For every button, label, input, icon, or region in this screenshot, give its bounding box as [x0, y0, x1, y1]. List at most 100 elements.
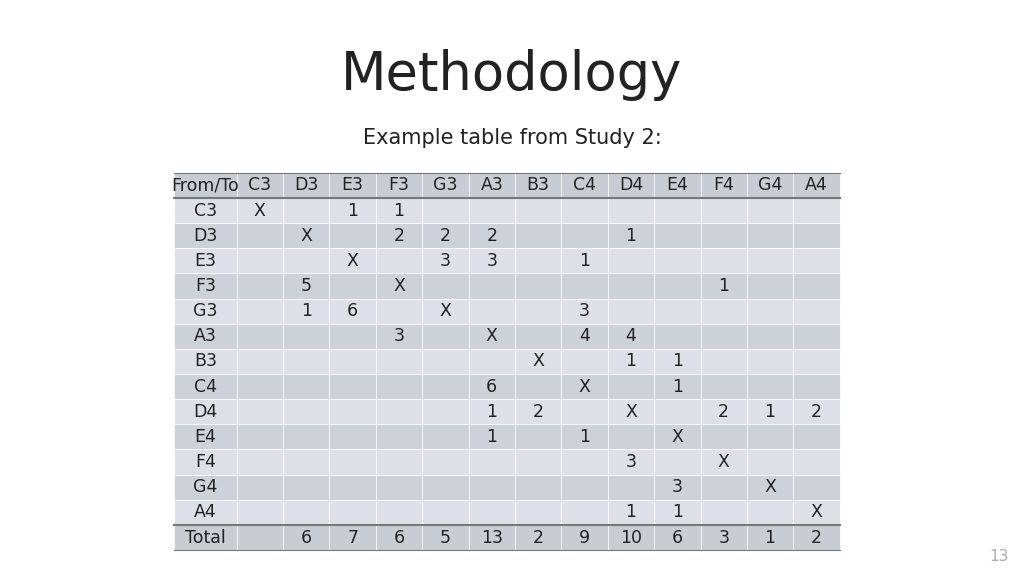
Bar — [330, 374, 376, 399]
Bar — [700, 198, 746, 223]
Bar — [746, 500, 794, 525]
Bar — [422, 349, 469, 374]
Bar — [794, 298, 840, 324]
Text: 4: 4 — [580, 327, 590, 345]
Bar — [376, 223, 422, 248]
Text: 1: 1 — [672, 503, 683, 521]
Text: 1: 1 — [347, 202, 358, 219]
Bar — [608, 223, 654, 248]
Text: D3: D3 — [294, 176, 318, 194]
Bar — [654, 248, 700, 274]
Bar — [174, 500, 237, 525]
Text: 1: 1 — [486, 428, 498, 446]
Bar — [794, 525, 840, 550]
Bar — [608, 374, 654, 399]
Text: 1: 1 — [579, 252, 590, 270]
Bar — [283, 374, 330, 399]
Bar — [422, 198, 469, 223]
Bar — [237, 525, 283, 550]
Bar — [654, 525, 700, 550]
Text: F4: F4 — [714, 176, 734, 194]
Text: 1: 1 — [626, 353, 637, 370]
Text: 3: 3 — [579, 302, 590, 320]
Bar — [469, 399, 515, 425]
Bar — [330, 223, 376, 248]
Text: 3: 3 — [718, 529, 729, 547]
Bar — [237, 449, 283, 475]
Bar — [469, 274, 515, 298]
Bar — [283, 324, 330, 349]
Bar — [515, 475, 561, 500]
Bar — [174, 399, 237, 425]
Bar — [746, 399, 794, 425]
Bar — [515, 500, 561, 525]
Bar — [794, 425, 840, 449]
Bar — [794, 274, 840, 298]
Bar — [515, 173, 561, 198]
Bar — [700, 399, 746, 425]
Text: 2: 2 — [811, 403, 822, 420]
Bar — [174, 449, 237, 475]
Bar — [794, 475, 840, 500]
Bar — [746, 475, 794, 500]
Text: B3: B3 — [194, 353, 217, 370]
Bar — [515, 274, 561, 298]
Bar — [561, 274, 608, 298]
Bar — [469, 248, 515, 274]
Bar — [469, 198, 515, 223]
Bar — [561, 173, 608, 198]
Text: E4: E4 — [667, 176, 688, 194]
Bar — [422, 525, 469, 550]
Bar — [700, 173, 746, 198]
Bar — [469, 525, 515, 550]
Bar — [794, 349, 840, 374]
Text: X: X — [625, 403, 637, 420]
Bar — [283, 349, 330, 374]
Bar — [515, 374, 561, 399]
Text: X: X — [672, 428, 683, 446]
Text: 3: 3 — [393, 327, 404, 345]
Bar — [794, 449, 840, 475]
Bar — [515, 298, 561, 324]
Text: Methodology: Methodology — [341, 49, 683, 101]
Bar — [654, 349, 700, 374]
Bar — [654, 399, 700, 425]
Text: 1: 1 — [765, 403, 775, 420]
Text: 1: 1 — [765, 529, 775, 547]
Bar — [237, 198, 283, 223]
Bar — [654, 223, 700, 248]
Text: 6: 6 — [486, 378, 498, 396]
Bar — [654, 298, 700, 324]
Text: 1: 1 — [579, 428, 590, 446]
Bar — [376, 500, 422, 525]
Text: 6: 6 — [672, 529, 683, 547]
Text: 2: 2 — [532, 403, 544, 420]
Bar — [283, 425, 330, 449]
Bar — [330, 500, 376, 525]
Bar — [283, 274, 330, 298]
Bar — [237, 324, 283, 349]
Bar — [746, 223, 794, 248]
Bar — [237, 274, 283, 298]
Bar — [376, 399, 422, 425]
Bar — [174, 198, 237, 223]
Bar — [608, 475, 654, 500]
Text: 1: 1 — [301, 302, 311, 320]
Bar — [237, 349, 283, 374]
Bar — [561, 500, 608, 525]
Bar — [174, 223, 237, 248]
Bar — [654, 449, 700, 475]
Bar — [174, 248, 237, 274]
Text: 1: 1 — [626, 503, 637, 521]
Bar — [376, 324, 422, 349]
Text: 6: 6 — [347, 302, 358, 320]
Bar — [561, 449, 608, 475]
Bar — [174, 475, 237, 500]
Bar — [561, 349, 608, 374]
Text: 1: 1 — [486, 403, 498, 420]
Bar — [561, 248, 608, 274]
Text: 4: 4 — [626, 327, 636, 345]
Bar — [654, 425, 700, 449]
Text: 3: 3 — [486, 252, 498, 270]
Bar — [515, 324, 561, 349]
